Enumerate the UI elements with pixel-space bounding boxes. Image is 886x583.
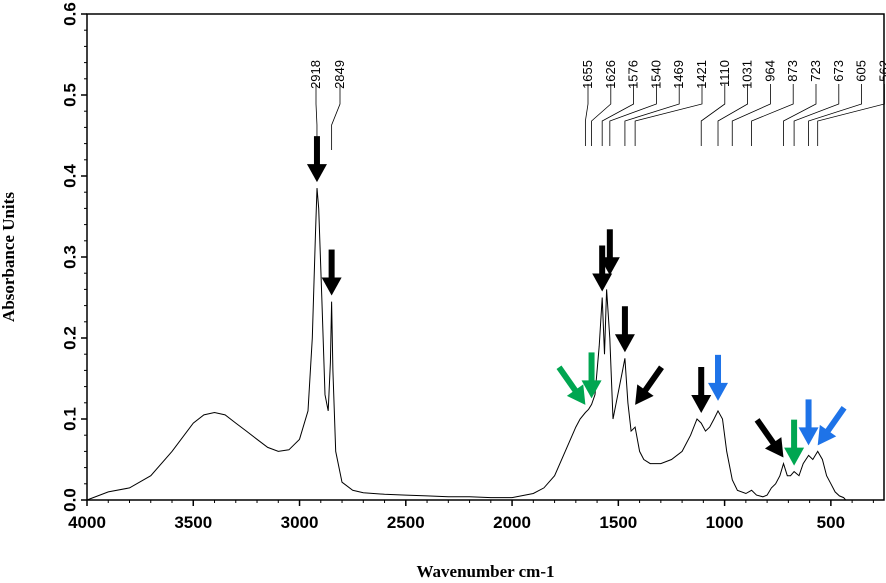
peak-label-723: 723 bbox=[808, 60, 823, 82]
arrow-shaft bbox=[606, 229, 613, 260]
peak-label-964: 964 bbox=[762, 60, 777, 82]
peak-label-1469: 1469 bbox=[671, 60, 686, 89]
arrow-1 bbox=[306, 136, 327, 183]
arrows-group bbox=[306, 136, 847, 466]
peak-label-1626: 1626 bbox=[603, 60, 618, 89]
y-tick-label-0.2: 0.2 bbox=[60, 326, 79, 350]
y-tick-label-0.0: 0.0 bbox=[60, 488, 79, 512]
peak-leader-1031 bbox=[717, 84, 748, 146]
x-tick-label-500: 500 bbox=[817, 513, 845, 532]
arrow-3 bbox=[556, 365, 586, 405]
arrow-head bbox=[566, 384, 586, 405]
peak-leaders bbox=[315, 84, 885, 150]
arrow-head bbox=[635, 384, 654, 405]
y-tick-label-0.4: 0.4 bbox=[60, 164, 79, 188]
x-tick-label-1000: 1000 bbox=[706, 513, 744, 532]
peak-label-1655: 1655 bbox=[580, 60, 595, 89]
peak-label-605: 605 bbox=[854, 60, 869, 82]
arrow-12 bbox=[784, 419, 805, 466]
peak-label-1576: 1576 bbox=[626, 60, 641, 89]
peak-leader-1421 bbox=[634, 84, 703, 146]
y-axis-title: Absorbance Units bbox=[0, 192, 18, 322]
arrow-head bbox=[764, 437, 784, 458]
x-tick-label-3500: 3500 bbox=[174, 513, 212, 532]
peak-label-873: 873 bbox=[785, 60, 800, 82]
peak-leader-1110 bbox=[700, 84, 726, 146]
arrow-shaft bbox=[805, 399, 812, 430]
arrow-shaft bbox=[791, 419, 798, 450]
arrow-shaft bbox=[328, 249, 335, 280]
axes: 4000 3500 3000 2500 2000 1500 1000 500 0.0 0.1 0.2… bbox=[60, 2, 885, 532]
arrow-shaft bbox=[641, 365, 664, 394]
arrow-shaft bbox=[715, 354, 722, 385]
peak-leader-2849 bbox=[331, 84, 341, 150]
arrow-6 bbox=[599, 229, 620, 276]
peak-label-673: 673 bbox=[831, 60, 846, 82]
x-tick-label-3000: 3000 bbox=[281, 513, 319, 532]
arrow-shaft bbox=[698, 367, 705, 397]
peak-label-1540: 1540 bbox=[648, 60, 663, 89]
peak-label-2849: 2849 bbox=[332, 60, 347, 89]
arrow-shaft bbox=[556, 365, 579, 394]
arrow-4 bbox=[581, 352, 602, 399]
y-tick-label-0.3: 0.3 bbox=[60, 245, 79, 269]
arrow-head bbox=[798, 427, 819, 446]
arrow-10 bbox=[708, 354, 729, 401]
arrow-head bbox=[614, 334, 635, 353]
y-tick-label-0.5: 0.5 bbox=[60, 83, 79, 107]
arrow-head bbox=[306, 164, 327, 183]
peak-leader-1469 bbox=[624, 84, 680, 146]
x-tick-label-4000: 4000 bbox=[68, 513, 106, 532]
arrow-2 bbox=[321, 249, 342, 296]
arrow-shaft bbox=[621, 306, 628, 337]
peak-leader-873 bbox=[751, 84, 794, 146]
arrow-shaft bbox=[313, 136, 320, 167]
x-tick-label-2500: 2500 bbox=[387, 513, 425, 532]
series-group bbox=[86, 188, 848, 501]
peak-label-1110: 1110 bbox=[717, 60, 732, 87]
arrow-head bbox=[817, 424, 837, 446]
arrow-head bbox=[784, 447, 805, 466]
x-tick-label-1500: 1500 bbox=[599, 513, 637, 532]
peak-leader-723 bbox=[783, 84, 817, 146]
y-tick-label-0.1: 0.1 bbox=[60, 407, 79, 431]
arrow-head bbox=[321, 277, 342, 296]
peak-leader-964 bbox=[731, 84, 771, 146]
peak-leader-1540 bbox=[609, 84, 657, 146]
arrow-14 bbox=[817, 405, 847, 446]
labels-group: 2918 2849 1655 1626 1576 1540 1469 1421 1110 1031… bbox=[308, 60, 886, 89]
x-tick-label-2000: 2000 bbox=[493, 513, 531, 532]
peak-label-1421: 1421 bbox=[694, 60, 709, 89]
arrow-head bbox=[592, 273, 613, 292]
peak-leader-673 bbox=[793, 84, 840, 146]
arrow-head bbox=[691, 395, 712, 413]
y-tick-label-0.6: 0.6 bbox=[60, 2, 79, 26]
arrow-9 bbox=[691, 367, 712, 413]
peak-label-2918: 2918 bbox=[308, 60, 323, 89]
arrow-head bbox=[581, 380, 602, 399]
peak-label-1031: 1031 bbox=[740, 60, 755, 89]
peak-leader-1626 bbox=[591, 84, 612, 146]
arrow-shaft bbox=[824, 405, 847, 435]
arrow-head bbox=[599, 257, 620, 276]
peak-leader-562 bbox=[817, 84, 885, 146]
peak-label-562: 562 bbox=[876, 60, 886, 82]
peak-leader-1655 bbox=[584, 84, 589, 146]
arrow-13 bbox=[798, 399, 819, 446]
arrow-head bbox=[708, 382, 729, 401]
spectrum-line bbox=[86, 188, 848, 501]
arrow-7 bbox=[614, 306, 635, 353]
peak-leader-1576 bbox=[601, 84, 634, 146]
arrow-8 bbox=[635, 365, 664, 405]
x-axis-title: Wavenumber cm-1 bbox=[416, 562, 554, 581]
arrow-shaft bbox=[754, 418, 777, 447]
arrow-11 bbox=[754, 418, 784, 458]
peak-leader-605 bbox=[808, 84, 862, 146]
arrow-shaft bbox=[588, 352, 595, 383]
